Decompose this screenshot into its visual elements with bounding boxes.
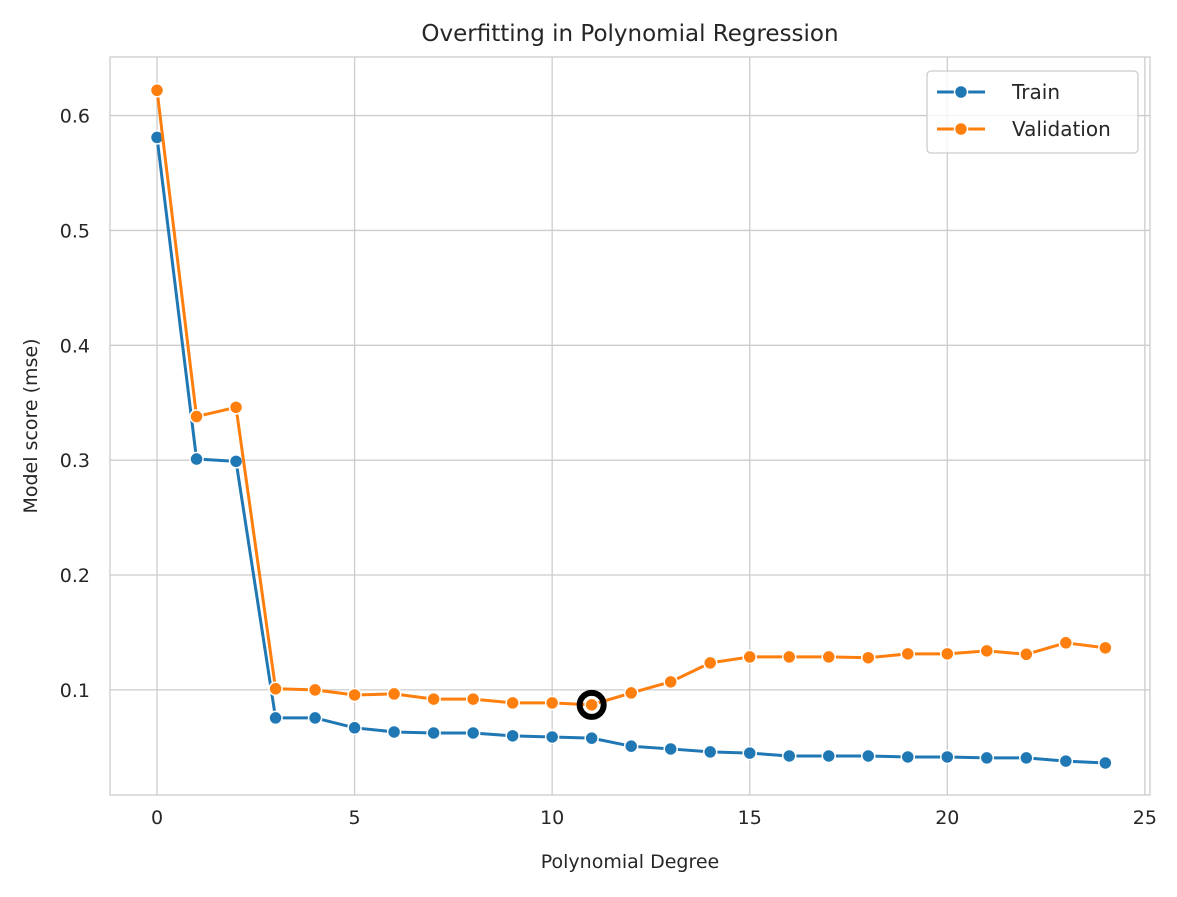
y-tick-label: 0.3 — [60, 450, 90, 472]
data-point-train — [781, 748, 797, 764]
data-point-train — [861, 748, 876, 764]
data-point-validation — [1058, 635, 1074, 651]
data-point-train — [189, 451, 204, 467]
data-point-validation — [347, 687, 362, 703]
data-point-train — [584, 730, 599, 746]
data-point-train — [544, 729, 560, 745]
data-point-train — [268, 710, 283, 726]
data-point-validation — [268, 681, 283, 697]
series-lines — [149, 83, 1113, 771]
legend-marker-train — [953, 84, 969, 100]
data-point-train — [347, 720, 362, 736]
data-point-validation — [702, 655, 718, 671]
data-point-train — [821, 748, 837, 764]
ticks: 0 5 10 15 20 25 0.1 0.2 0.3 0.4 0.5 0.6 — [60, 106, 1157, 829]
y-tick-label: 0.6 — [60, 106, 90, 128]
legend-label-train: Train — [1011, 80, 1060, 104]
x-tick-label: 5 — [349, 807, 361, 829]
data-point-validation — [940, 646, 955, 662]
data-point-validation — [979, 643, 995, 659]
data-point-validation — [149, 83, 165, 98]
x-tick-label: 20 — [935, 807, 959, 829]
x-tick-label: 25 — [1133, 807, 1157, 829]
x-tick-label: 0 — [151, 807, 163, 829]
plot-frame — [109, 56, 1151, 796]
series-line-train — [155, 137, 1106, 765]
legend-label-validation: Validation — [1012, 117, 1111, 141]
legend: Train Validation — [926, 70, 1139, 154]
data-point-train — [742, 745, 757, 761]
data-point-validation — [505, 695, 520, 711]
series-line-validation — [155, 90, 1106, 707]
data-point-validation — [1098, 640, 1113, 656]
y-axis-label: Model score (mse) — [20, 338, 42, 513]
data-point-train — [900, 749, 916, 765]
data-point-train — [465, 725, 481, 741]
data-point-validation — [465, 691, 481, 707]
data-point-validation — [1019, 647, 1034, 662]
data-point-train — [1098, 755, 1113, 771]
highlight-point — [584, 697, 599, 713]
highlight-best-point-marker — [576, 689, 607, 720]
data-point-train — [1019, 750, 1034, 766]
data-point-validation — [544, 695, 560, 711]
data-point-train — [702, 744, 718, 760]
data-point-validation — [307, 682, 323, 698]
grid — [110, 57, 1150, 795]
data-point-validation — [228, 400, 244, 415]
data-point-validation — [900, 646, 916, 662]
y-tick-label: 0.2 — [60, 565, 90, 587]
data-point-train — [228, 454, 244, 469]
data-point-validation — [426, 691, 441, 707]
data-point-train — [426, 725, 441, 741]
data-point-validation — [663, 674, 678, 690]
x-tick-label: 15 — [738, 807, 762, 829]
data-point-validation — [861, 650, 876, 665]
chart-title: Overfitting in Polynomial Regression — [421, 21, 838, 47]
data-point-train — [940, 749, 955, 765]
legend-marker-validation — [953, 121, 969, 137]
data-point-validation — [189, 409, 204, 424]
data-point-train — [623, 738, 639, 754]
data-point-validation — [821, 649, 837, 665]
data-point-train — [663, 741, 678, 757]
y-tick-label: 0.1 — [60, 680, 90, 702]
data-point-validation — [781, 649, 797, 665]
y-tick-label: 0.4 — [60, 335, 90, 357]
data-point-train — [979, 750, 995, 766]
data-point-train — [307, 710, 323, 726]
data-point-validation — [623, 685, 639, 701]
data-point-train — [1058, 753, 1074, 769]
data-point-train — [505, 728, 520, 744]
x-tick-label: 10 — [540, 807, 564, 829]
x-axis-label: Polynomial Degree — [541, 851, 720, 873]
data-point-validation — [742, 649, 757, 665]
y-tick-label: 0.5 — [60, 220, 90, 242]
data-point-validation — [386, 686, 402, 702]
data-point-train — [386, 724, 402, 740]
